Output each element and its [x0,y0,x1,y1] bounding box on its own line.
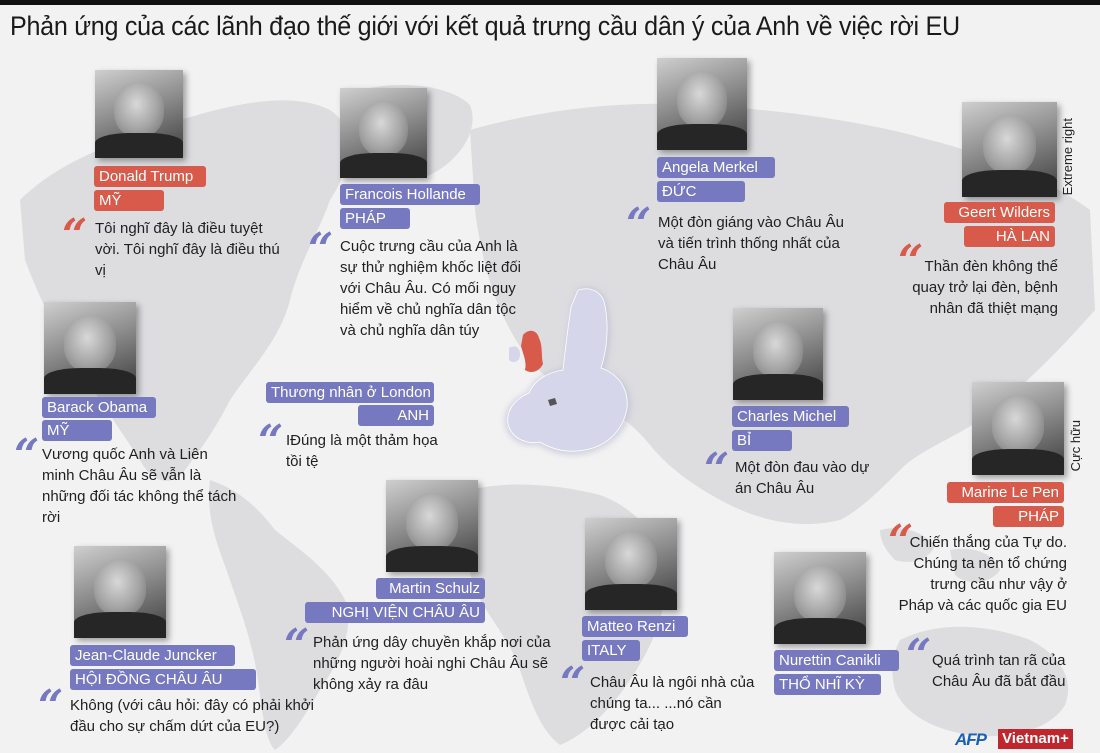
leader-name-label: Matteo Renzi [582,616,688,637]
leader-quote: Châu Âu là ngôi nhà của chúng ta... ...n… [590,674,755,733]
quotation-mark-icon: “ [906,630,932,681]
leader-name-label: Nurettin Canikli [774,650,899,671]
leader-photo-le-pen [972,382,1064,475]
quotation-mark-icon: “ [284,620,310,671]
leader-country-label: ĐỨC [657,181,745,202]
leader-name-label: Donald Trump [94,166,206,187]
political-tag: Cực hữu [1068,420,1083,472]
leader-name-label: Charles Michel [732,406,849,427]
leader-country-label: HỘI ĐỒNG CHÂU ÂU [70,669,256,690]
quotation-mark-icon: “ [626,199,652,250]
leader-country-label: ANH [358,405,434,426]
leader-quote: Phản ứng dây chuyền khắp nơi của những n… [313,634,551,693]
leader-country-label: MỸ [42,420,112,441]
uk-highlight [521,330,543,372]
leader-quote: Quá trình tan rã của Châu Âu đã bắt đầu [932,652,1066,690]
leader-photo-obama [44,302,136,394]
leader-country-label: PHÁP [993,506,1064,527]
quotation-mark-icon: “ [308,224,334,275]
leader-photo-renzi [585,518,677,610]
leader-name-label: Angela Merkel [657,157,775,178]
eu-map [504,286,632,456]
quotation-mark-icon: “ [704,444,730,495]
leader-quote: Cuộc trưng cầu của Anh là sự thử nghiệm … [340,238,522,339]
leader-name-label: Thương nhân ở London [266,382,434,403]
leader-name-label: Marine Le Pen [947,482,1064,503]
leader-country-label: HÀ LAN [964,226,1055,247]
leader-quote: Thần đèn không thể quay trở lại đèn, bện… [912,258,1058,317]
quotation-mark-icon: “ [898,236,924,287]
leader-country-label: NGHỊ VIỆN CHÂU ÂU [305,602,485,623]
leader-country-label: PHÁP [340,208,410,229]
leader-name-label: Geert Wilders [944,202,1055,223]
leader-photo-wilders [962,102,1057,197]
quotation-mark-icon: “ [888,516,914,567]
leader-name-label: Barack Obama [42,397,156,418]
leader-photo-merkel [657,58,747,150]
vietnamplus-logo: Vietnam+ [998,729,1073,749]
leader-photo-hollande [340,88,427,178]
leader-quote: Tôi nghĩ đây là điều tuyệt vời. Tôi nghĩ… [95,220,280,279]
leader-quote: Chiến thắng của Tự do. Chúng ta nên tổ c… [898,534,1067,614]
leader-quote: Một đòn giáng vào Châu Âu và tiến trình … [658,214,844,273]
leader-quote: Vương quốc Anh và Liên minh Châu Âu sẽ v… [42,446,237,526]
leader-quote: Một đòn đau vào dự án Châu Âu [735,459,870,497]
leader-country-label: BỈ [732,430,792,451]
leader-photo-michel [733,308,823,400]
quotation-mark-icon: “ [258,416,284,467]
leader-photo-schulz [386,480,478,572]
political-tag: Extreme right [1060,118,1075,196]
leader-name-label: Francois Hollande [340,184,480,205]
leader-photo-canikli [774,552,866,644]
quotation-mark-icon: “ [62,210,88,261]
afp-logo: AFP [955,730,987,749]
page-title: Phản ứng của các lãnh đạo thế giới với k… [10,11,960,41]
leader-country-label: ITALY [582,640,640,661]
quotation-mark-icon: “ [560,658,586,709]
quotation-mark-icon: “ [14,430,40,481]
leader-quote: Không (với câu hỏi: đây có phải khởi đầu… [70,697,314,735]
leader-country-label: THỔ NHĨ KỲ [774,674,881,695]
leader-photo-juncker [74,546,166,638]
leader-quote: IĐúng là một thảm họa tồi tệ [286,432,438,470]
leader-country-label: MỸ [94,190,164,211]
quotation-mark-icon: “ [38,681,64,732]
leader-photo-trump [95,70,183,158]
top-border [0,0,1100,5]
leader-name-label: Martin Schulz [376,578,485,599]
leader-name-label: Jean-Claude Juncker [70,645,235,666]
